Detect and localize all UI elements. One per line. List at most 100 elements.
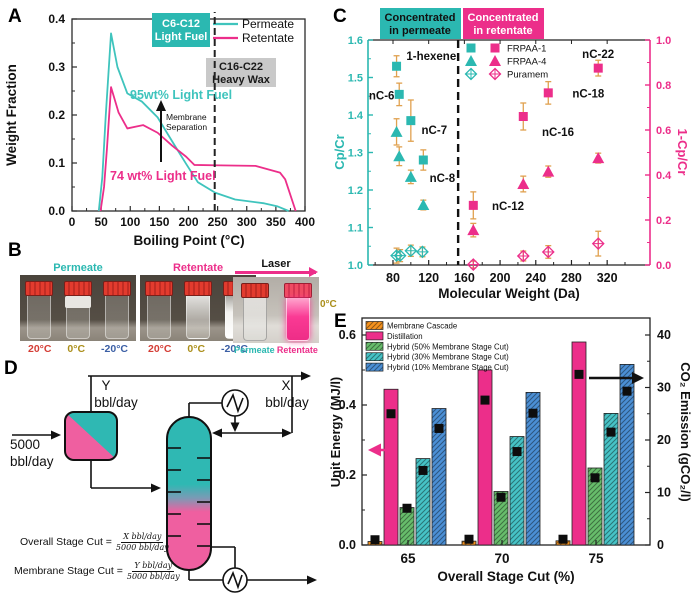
svg-text:C6-C12: C6-C12 [162,18,200,30]
process-flow-diagram: 5000 bbl/day Y bbl/day X bbl/day [10,371,317,593]
a-legend-label: Retentate [242,31,294,45]
vial-cap [63,281,92,296]
stream-label: Permeate [234,345,275,355]
e-xlabel: Overall Stage Cut (%) [437,569,574,584]
temp-label: 0°C [187,343,206,355]
svg-text:Membrane: Membrane [166,112,207,122]
vial [102,281,131,339]
header-retentate [463,8,544,39]
product-rate-unit: bbl/day [265,395,309,410]
bar [477,369,493,546]
svg-text:1.1: 1.1 [348,223,363,235]
a-xlabel: Boiling Point (°C) [133,233,244,248]
bar [399,507,415,546]
laser-temp-label: 0°C [320,299,337,310]
series-frpaa-4 [390,118,605,238]
svg-text:1.4: 1.4 [348,110,364,122]
product-rate-value: X [281,378,290,393]
c-ylabel-right: 1-Cp/Cr [675,129,690,176]
membrane-stage-cut-formula: Membrane Stage Cut = Y bbl/day 5000 bbl/… [14,561,180,581]
laser-arrow-icon [235,266,318,277]
condenser-arrow-icon [230,422,240,432]
vial-cap [240,283,269,298]
svg-text:0: 0 [657,538,664,552]
permeate-vials-group: Permeate 20°C 0°C -20°C [20,262,136,355]
c-legend-label: Puramem [507,70,548,81]
svg-text:0.2: 0.2 [48,108,65,122]
point-label: nC-22 [582,49,614,61]
membrane-module [65,412,117,460]
svg-text:75: 75 [588,551,604,566]
retentate-photo-title: Retentate [172,262,224,274]
svg-text:120: 120 [418,271,439,285]
svg-text:0.6: 0.6 [656,125,671,137]
svg-text:20: 20 [657,433,671,447]
e-ylabel-left: Unit Energy (MJ/l) [328,377,343,488]
svg-text:200: 200 [178,215,198,229]
svg-text:C16-C22: C16-C22 [219,61,263,73]
temp-label: 20°C [27,343,52,355]
vial [63,281,92,339]
bar [431,408,447,546]
c-xlabel: Molecular Weight (Da) [438,286,580,301]
svg-text:1.3: 1.3 [348,148,363,160]
point-label: nC-16 [542,127,574,139]
co2-marker [434,423,444,433]
bar [603,413,619,546]
boiling-point-chart: 0 50 100 150 200 250 300 350 400 0.0 0.1 0.2 0.3 0.4 P… [4,12,315,248]
svg-text:0: 0 [69,215,76,229]
formula-lhs: Membrane Stage Cut = [14,565,123,578]
formula-fraction: Y bbl/day 5000 bbl/day [126,561,180,581]
feed-rate-unit: bbl/day [10,454,54,469]
heavy-wax-box [206,58,276,87]
bar [493,491,509,546]
co2-marker [370,535,380,545]
co2-marker [574,369,584,379]
laser-vials-group: Laser Permeate Retentate [233,258,319,355]
e-legend-label: Hybrid (10% Membrane Stage Cut) [387,363,509,372]
svg-text:0.4: 0.4 [339,398,356,412]
a-legend-label: Permeate [242,17,294,31]
bar [619,364,635,546]
svg-text:1.0: 1.0 [656,35,671,47]
svg-text:Light Fuel: Light Fuel [155,31,208,43]
svg-text:1.5: 1.5 [348,73,363,85]
svg-text:150: 150 [149,215,169,229]
panel-label-c: C [333,6,347,27]
permeate-rate-value: Y [101,378,110,393]
laser-title: Laser [261,258,291,270]
vial [183,281,212,339]
svg-text:400: 400 [295,215,315,229]
stream-label: Retentate [276,345,318,355]
e-ylabel-right: CO₂ Emission (gCO₂/l) [678,362,692,501]
bottoms-arrow-icon [307,575,317,585]
permeate-photo-title: Permeate [53,262,103,274]
svg-text:0.4: 0.4 [48,12,65,26]
a-ylabel: Weight Fraction [4,64,19,166]
vial-cap [145,281,174,296]
point-label: nC-18 [572,88,605,100]
bar [415,458,431,546]
svg-text:0.3: 0.3 [48,60,65,74]
vial-liquid [104,296,129,339]
vial [145,281,174,339]
co2-marker [558,534,568,544]
formula-fraction: X bbl/day 5000 bbl/day [115,532,169,552]
c-legend-label: FRPAA-4 [507,57,546,68]
svg-text:0.0: 0.0 [339,538,356,552]
svg-text:0.2: 0.2 [656,215,671,227]
svg-text:Concentrated: Concentrated [468,12,539,24]
line-retentate [99,86,297,212]
svg-text:1.0: 1.0 [348,260,363,272]
c-ylabel-left: Cp/Cr [332,134,347,169]
svg-text:250: 250 [208,215,228,229]
co2-marker [402,503,412,513]
reflux-arrow-icon [282,428,292,438]
point-label: nC-8 [430,173,456,185]
header-permeate [380,8,461,39]
vial-liquid [64,296,91,339]
svg-text:in permeate: in permeate [389,25,451,37]
co2-marker [622,386,632,396]
svg-text:0.1: 0.1 [48,156,65,170]
